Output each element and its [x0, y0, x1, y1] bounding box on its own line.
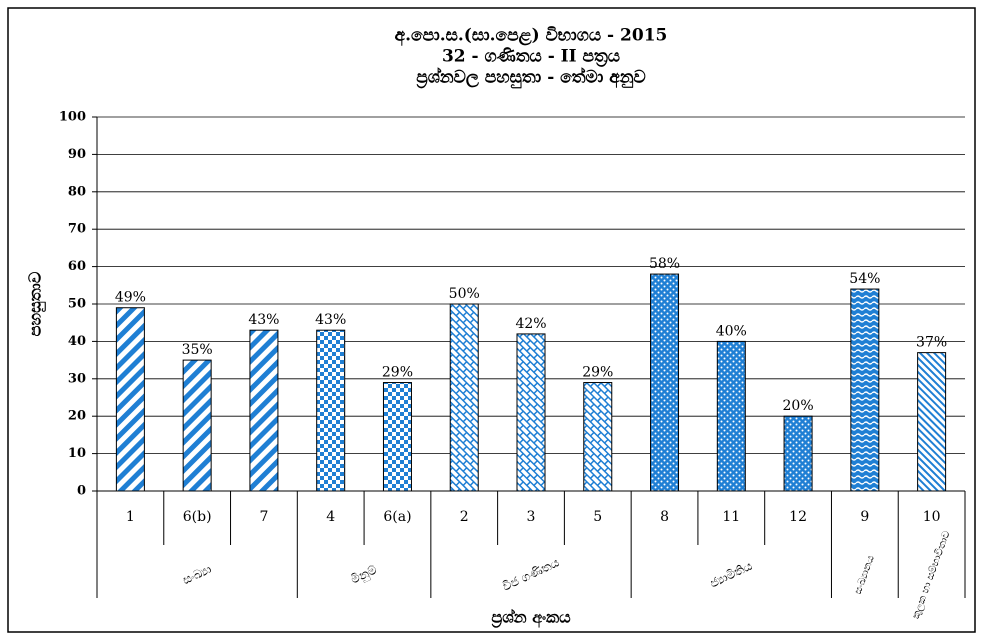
value-label: 37%: [916, 335, 947, 351]
chart-title: 32 - ගණිතය - II පත්‍රය: [442, 47, 620, 68]
y-tick-label: 20: [68, 409, 86, 424]
x-tick-label: 3: [527, 509, 536, 525]
x-tick-label: 10: [923, 509, 941, 525]
x-tick-label: 4: [326, 509, 335, 525]
value-label: 43%: [248, 312, 279, 328]
value-label: 58%: [649, 256, 680, 272]
y-tick-label: 60: [68, 259, 86, 274]
value-label: 29%: [582, 365, 613, 381]
bar: [249, 329, 279, 492]
value-label: 42%: [515, 316, 546, 332]
bar: [316, 329, 346, 492]
x-tick-label: 9: [860, 509, 869, 525]
bar: [650, 273, 680, 492]
x-tick-label: 12: [789, 509, 807, 525]
bar: [449, 303, 479, 492]
bar: [917, 352, 947, 492]
bar: [115, 307, 145, 492]
bar: [516, 333, 546, 492]
bar: [850, 288, 880, 492]
bar: [182, 359, 212, 492]
y-tick-label: 100: [59, 110, 86, 125]
x-tick-label: 2: [460, 509, 469, 525]
x-tick-label: 8: [660, 509, 669, 525]
y-axis-label: පහසුතාව: [26, 271, 47, 336]
value-label: 49%: [115, 290, 146, 306]
value-label: 20%: [783, 398, 814, 414]
x-tick-label: 5: [593, 509, 602, 525]
y-tick-label: 0: [77, 484, 86, 499]
bar: [783, 415, 813, 492]
y-tick-label: 90: [68, 147, 86, 162]
value-label: 29%: [382, 365, 413, 381]
y-tick-label: 30: [68, 371, 86, 386]
x-tick-label: 1: [126, 509, 135, 525]
y-tick-label: 70: [68, 222, 86, 237]
value-label: 54%: [849, 271, 880, 287]
x-tick-label: 6(a): [383, 509, 411, 525]
chart-title: අ.පො.ස.(සා.පෙළ) විභාගය - 2015: [395, 26, 668, 47]
x-axis-label: ප්‍රශ්න අංකය: [491, 608, 571, 629]
value-label: 43%: [315, 312, 346, 328]
bar: [583, 382, 613, 492]
x-tick-label: 11: [722, 509, 740, 525]
x-tick-label: 6(b): [183, 509, 212, 525]
y-tick-label: 40: [68, 334, 86, 349]
value-label: 50%: [449, 286, 480, 302]
value-label: 35%: [182, 342, 213, 358]
y-tick-label: 10: [68, 446, 86, 461]
bar: [716, 340, 746, 492]
x-tick-label: 7: [259, 509, 268, 525]
chart-frame: [7, 7, 976, 633]
chart-title: ප්‍රශ්නවල පහසුතා - තේමා අනුව: [416, 66, 646, 88]
y-tick-label: 50: [68, 297, 86, 312]
bar: [382, 382, 412, 492]
value-label: 40%: [716, 323, 747, 339]
y-tick-label: 80: [68, 184, 86, 199]
